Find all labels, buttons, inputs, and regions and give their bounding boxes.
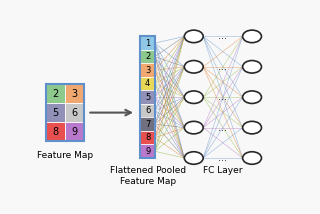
Text: 5: 5 bbox=[52, 108, 59, 118]
Bar bbox=[65, 122, 84, 141]
Bar bbox=[65, 103, 84, 122]
Circle shape bbox=[243, 61, 261, 73]
Text: 8: 8 bbox=[53, 126, 59, 137]
Text: ...: ... bbox=[219, 92, 228, 102]
Bar bbox=[140, 36, 155, 158]
Bar bbox=[140, 50, 155, 63]
Circle shape bbox=[243, 91, 261, 103]
Text: 1: 1 bbox=[145, 39, 150, 48]
Text: ...: ... bbox=[219, 123, 228, 133]
Text: 2: 2 bbox=[145, 52, 150, 61]
Bar bbox=[65, 84, 84, 103]
Text: 2: 2 bbox=[52, 89, 59, 99]
Text: 5: 5 bbox=[145, 93, 150, 102]
Bar bbox=[46, 84, 65, 103]
Circle shape bbox=[184, 121, 203, 134]
Bar bbox=[140, 117, 155, 131]
Bar bbox=[140, 91, 155, 104]
Text: 3: 3 bbox=[72, 89, 78, 99]
Text: 3: 3 bbox=[145, 66, 150, 75]
Text: Feature Map: Feature Map bbox=[37, 151, 93, 160]
Bar bbox=[140, 63, 155, 77]
Bar bbox=[140, 36, 155, 50]
Circle shape bbox=[184, 152, 203, 164]
Circle shape bbox=[184, 30, 203, 43]
Bar bbox=[140, 77, 155, 91]
Circle shape bbox=[243, 121, 261, 134]
Text: 6: 6 bbox=[145, 106, 150, 115]
Bar bbox=[46, 103, 65, 122]
Circle shape bbox=[184, 61, 203, 73]
Bar bbox=[140, 131, 155, 144]
Bar bbox=[46, 122, 65, 141]
Circle shape bbox=[243, 152, 261, 164]
Bar bbox=[46, 84, 84, 141]
Text: 7: 7 bbox=[145, 120, 150, 129]
Text: 9: 9 bbox=[72, 126, 78, 137]
Text: ...: ... bbox=[219, 62, 228, 72]
Text: FC Layer: FC Layer bbox=[203, 166, 243, 175]
Text: 6: 6 bbox=[72, 108, 78, 118]
Bar bbox=[140, 104, 155, 117]
Text: ...: ... bbox=[219, 31, 228, 41]
Text: 8: 8 bbox=[145, 133, 150, 142]
Text: 4: 4 bbox=[145, 79, 150, 88]
Text: 9: 9 bbox=[145, 147, 150, 156]
Text: Flattened Pooled
Feature Map: Flattened Pooled Feature Map bbox=[109, 166, 186, 186]
Bar bbox=[140, 144, 155, 158]
Circle shape bbox=[184, 91, 203, 103]
Text: ...: ... bbox=[219, 153, 228, 163]
Circle shape bbox=[243, 30, 261, 43]
